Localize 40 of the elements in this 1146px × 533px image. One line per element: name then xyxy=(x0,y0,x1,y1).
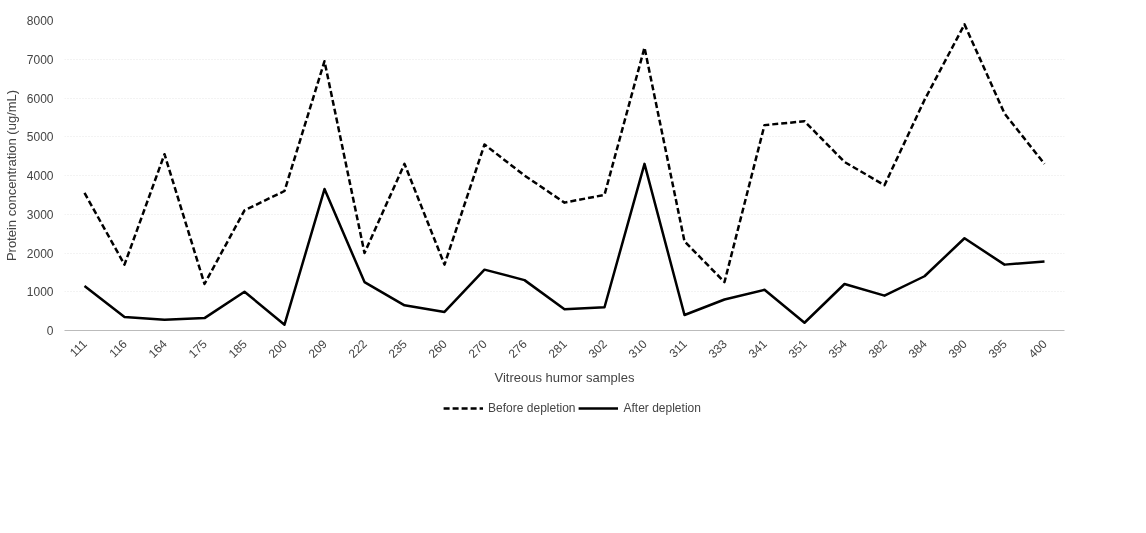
y-tick-label: 2000 xyxy=(26,246,54,261)
x-tick-label: 302 xyxy=(585,336,611,361)
x-tick-label: 351 xyxy=(785,336,811,361)
x-tick-label: 333 xyxy=(705,336,731,361)
y-tick-label: 6000 xyxy=(26,91,54,106)
x-tick-label: 311 xyxy=(666,336,691,361)
x-tick-label: 310 xyxy=(625,336,651,361)
x-tick-label: 354 xyxy=(825,336,851,361)
x-tick-label: 400 xyxy=(1025,336,1051,361)
x-tick-label: 164 xyxy=(145,336,171,361)
x-tick-label: 382 xyxy=(865,336,891,361)
x-tick-label: 276 xyxy=(505,336,531,361)
x-tick-label: 111 xyxy=(67,336,91,360)
y-tick-label: 5000 xyxy=(26,130,54,145)
x-tick-label: 116 xyxy=(106,336,131,361)
x-axis-title: Vitreous humor samples xyxy=(494,370,635,386)
legend-label: Before depletion xyxy=(488,401,576,415)
x-tick-label: 395 xyxy=(985,336,1011,361)
x-tick-label: 235 xyxy=(385,336,411,361)
y-tick-label: 8000 xyxy=(26,14,54,28)
y-tick-label: 0 xyxy=(46,324,54,338)
legend-label: After depletion xyxy=(623,401,701,415)
y-tick-label: 4000 xyxy=(26,169,54,183)
line-series xyxy=(83,23,1046,286)
x-tick-label: 384 xyxy=(905,336,931,361)
x-tick-label: 260 xyxy=(425,336,451,361)
x-tick-label: 209 xyxy=(305,336,331,361)
x-tick-label: 175 xyxy=(185,336,211,361)
x-tick-label: 200 xyxy=(265,336,291,361)
x-tick-label: 341 xyxy=(745,336,771,361)
y-tick-label: 3000 xyxy=(26,207,54,222)
x-tick-label: 281 xyxy=(545,336,571,361)
y-tick-label: 1000 xyxy=(26,285,54,300)
y-tick-label: 7000 xyxy=(26,52,54,67)
y-axis-title: Protein concentration (ug/mL) xyxy=(3,89,19,262)
x-tick-label: 185 xyxy=(225,336,251,361)
x-tick-label: 390 xyxy=(945,336,971,361)
x-tick-label: 270 xyxy=(465,336,491,361)
x-tick-label: 222 xyxy=(345,336,371,361)
line-series xyxy=(83,162,1046,326)
